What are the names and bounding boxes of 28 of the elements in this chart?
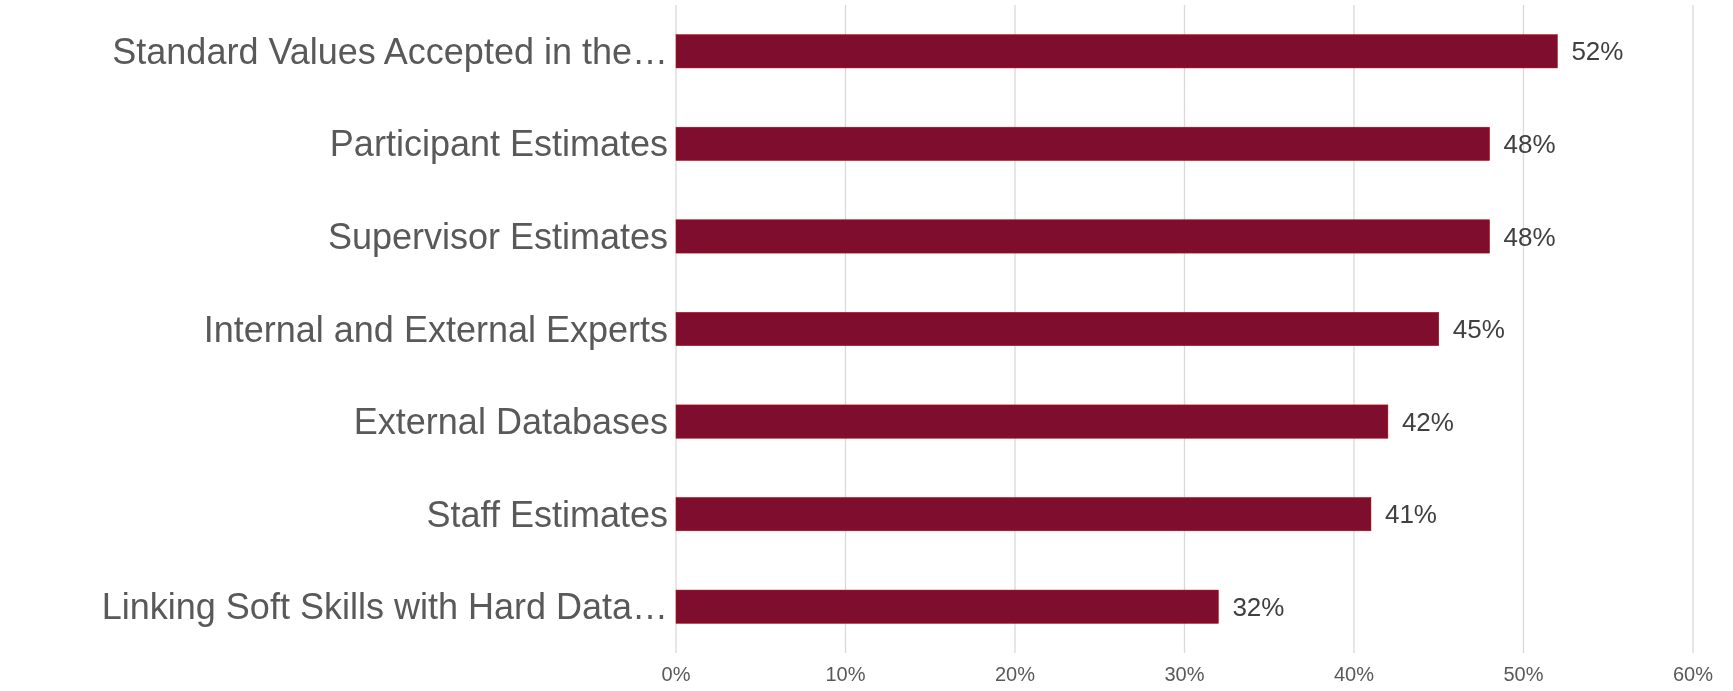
data-label: 45% [1452, 314, 1505, 345]
data-label: 48% [1503, 128, 1556, 159]
y-tick-label: Staff Estimates [426, 493, 668, 535]
x-tick-label: 10% [825, 663, 866, 685]
data-label: 42% [1401, 406, 1454, 437]
data-label: 52% [1571, 36, 1624, 67]
data-label: 48% [1503, 221, 1556, 252]
y-tick-label: Linking Soft Skills with Hard Data… [101, 586, 668, 628]
data-label: 41% [1384, 499, 1437, 530]
x-tick-label: 20% [994, 663, 1036, 685]
y-tick-label: Supervisor Estimates [327, 216, 668, 258]
x-tick-label: 50% [1503, 663, 1544, 685]
x-tick-label: 30% [1164, 663, 1205, 685]
y-tick-label: External Databases [353, 401, 668, 443]
y-tick-label: Standard Values Accepted in the… [112, 30, 668, 72]
x-tick-label: 60% [1672, 663, 1714, 685]
bar [675, 312, 1439, 346]
data-label: 32% [1232, 591, 1285, 622]
bar [675, 404, 1389, 439]
y-tick-label: Participant Estimates [329, 123, 668, 165]
y-tick-label: Internal and External Experts [203, 308, 668, 350]
bar [675, 497, 1372, 532]
bar [675, 219, 1490, 254]
x-tick-label: 40% [1333, 663, 1375, 685]
x-tick-label: 0% [661, 663, 691, 685]
bar [675, 589, 1219, 624]
bar [675, 126, 1490, 161]
bar [675, 34, 1558, 69]
